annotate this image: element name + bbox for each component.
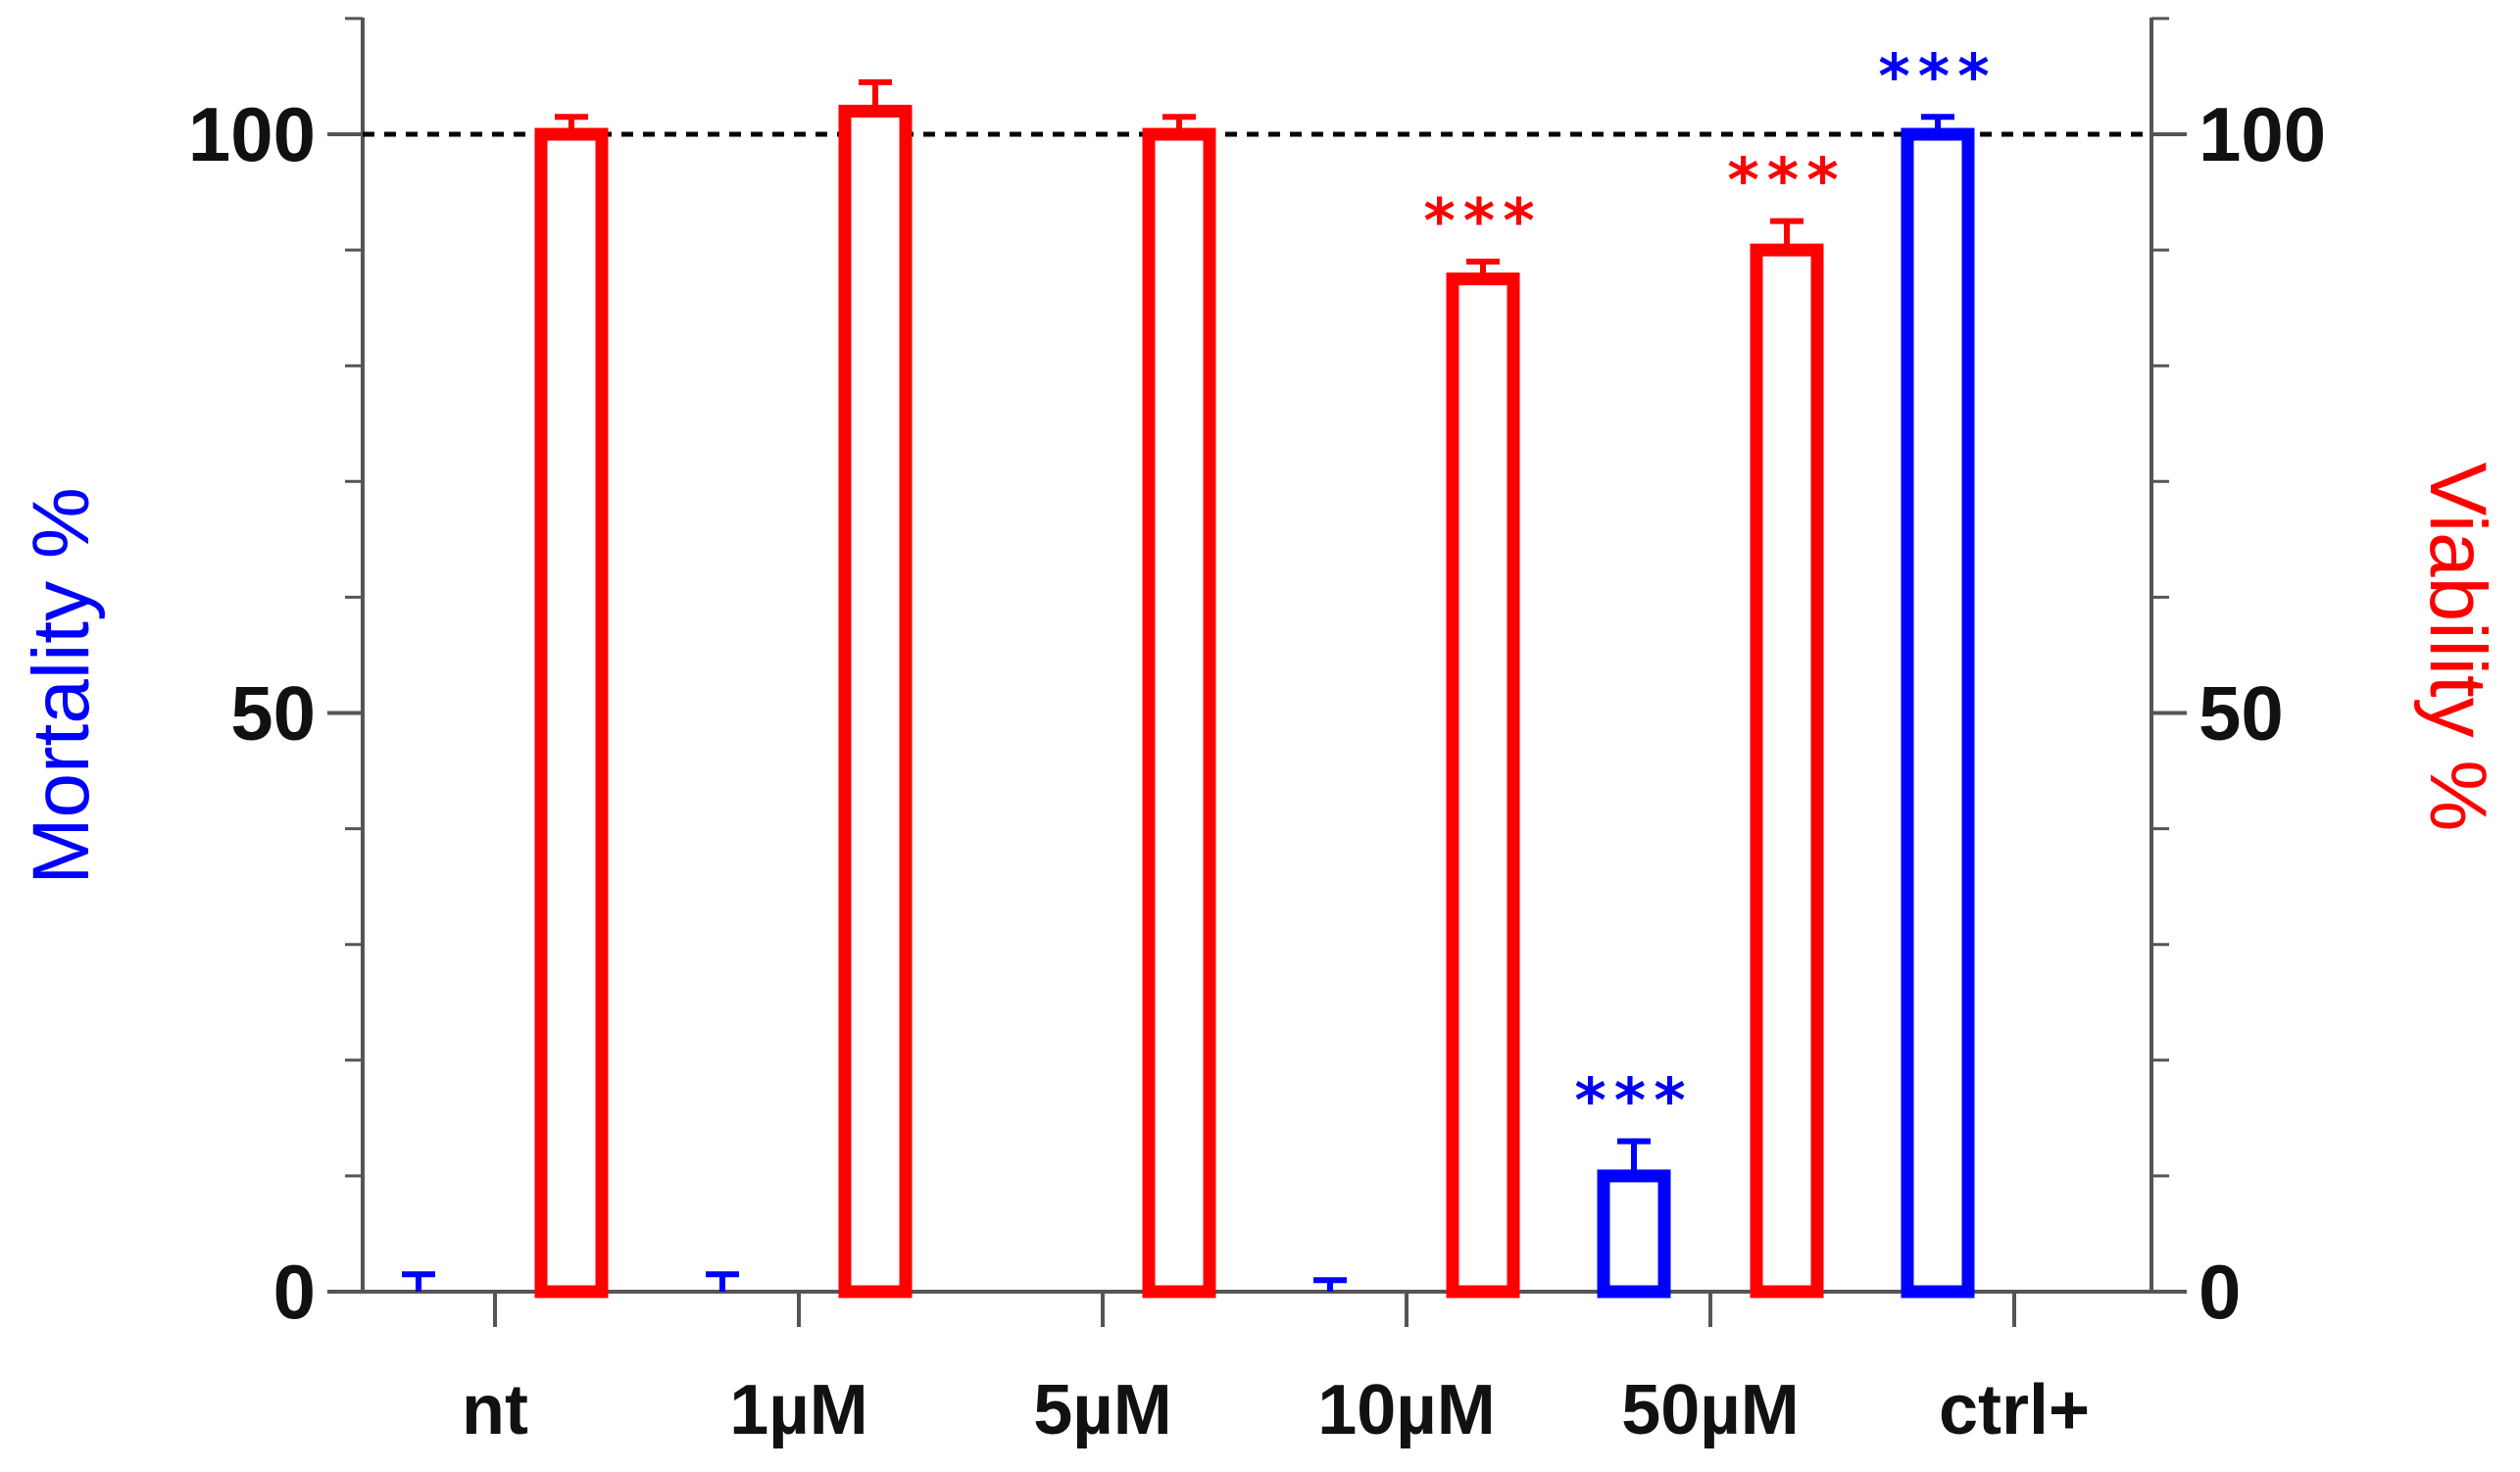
left-tick-label: 100 (188, 91, 316, 177)
viability-bar (838, 104, 913, 1299)
x-tick-label: 10µM (1317, 1371, 1496, 1449)
left-tick-label: 0 (273, 1249, 316, 1335)
left-axis-title: Mortality % (17, 487, 106, 885)
left-tick-label: 50 (230, 670, 316, 757)
viability-bar (1142, 127, 1216, 1299)
significance-marker: *** (1423, 185, 1542, 257)
x-tick-label: 5µM (1033, 1371, 1172, 1449)
right-axis-title: Viability % (2413, 463, 2502, 832)
significance-marker: *** (1574, 1064, 1693, 1136)
right-tick-label: 100 (2199, 91, 2326, 177)
viability-bar (1750, 243, 1824, 1299)
viability-bar (534, 127, 609, 1299)
significance-marker: *** (1727, 145, 1846, 217)
mortality-bar (1597, 1169, 1671, 1299)
significance-marker: *** (1878, 40, 1997, 112)
x-tick-label: nt (462, 1371, 528, 1449)
x-tick-label: 1µM (729, 1371, 868, 1449)
right-tick-label: 0 (2199, 1249, 2241, 1335)
mortality-bar (1901, 127, 1975, 1299)
right-tick-label: 50 (2199, 670, 2284, 757)
x-tick-label: ctrl+ (1939, 1371, 2090, 1449)
viability-bar (1446, 272, 1520, 1299)
plot-area: 0 50 100 0 50 100 nt 1µM 5µM 10µM 50µM ctrl+ *** *** *… (188, 17, 2326, 1449)
x-tick-label: 50µM (1621, 1371, 1800, 1449)
